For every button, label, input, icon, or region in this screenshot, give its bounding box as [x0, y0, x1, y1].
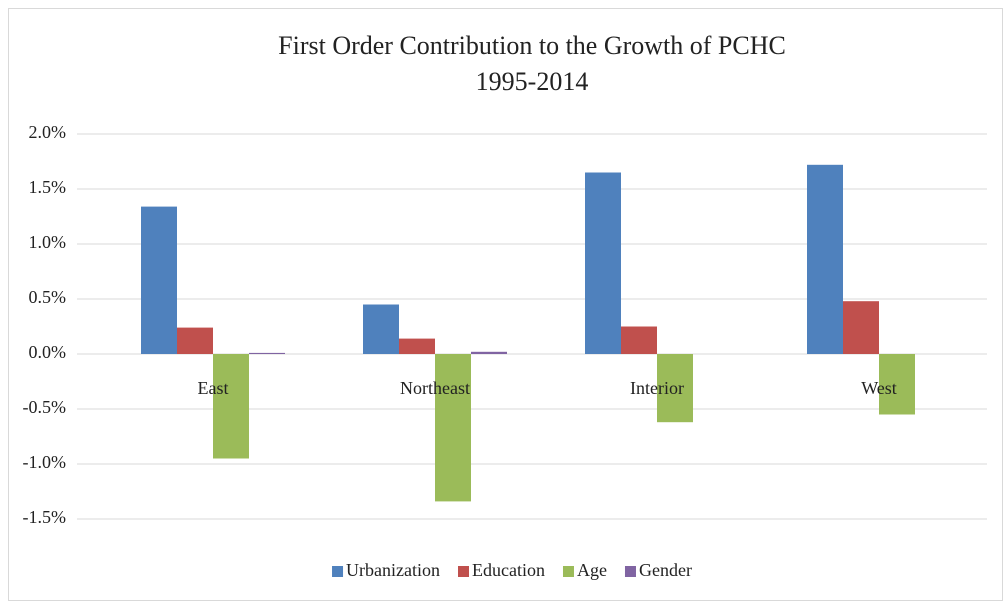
bar [657, 354, 693, 423]
bar [141, 206, 177, 354]
bar [435, 354, 471, 502]
legend-swatch [332, 566, 344, 577]
y-tick-label: -1.5% [23, 507, 67, 527]
legend-swatch [624, 566, 636, 577]
legend-swatch [458, 566, 469, 577]
legend-label: Education [472, 560, 545, 580]
bar [621, 326, 657, 354]
legend-label: Gender [639, 560, 692, 580]
legend-swatch [562, 566, 574, 577]
bar [585, 172, 621, 354]
y-tick-label: 1.0% [29, 232, 67, 252]
bar [879, 354, 915, 415]
bar [177, 327, 213, 354]
x-tick-label: Interior [630, 378, 684, 398]
y-tick-label: 1.5% [29, 177, 67, 197]
y-tick-label: -0.5% [23, 397, 67, 417]
bar [213, 354, 249, 459]
legend-label: Urbanization [346, 560, 440, 580]
bar [363, 304, 399, 354]
y-tick-label: 0.5% [29, 287, 67, 307]
legend-label: Age [577, 560, 607, 580]
bar [399, 338, 435, 354]
y-tick-label: 0.0% [29, 342, 67, 362]
y-tick-label: 2.0% [29, 122, 67, 142]
y-tick-label: -1.0% [23, 452, 67, 472]
x-tick-label: Northeast [400, 378, 470, 398]
bar [249, 352, 285, 354]
chart-subtitle: 1995-2014 [476, 67, 589, 96]
bar [471, 351, 507, 354]
chart-title: First Order Contribution to the Growth o… [278, 31, 786, 60]
bar [807, 164, 843, 354]
bar [843, 301, 879, 354]
x-tick-label: East [198, 378, 229, 398]
x-tick-label: West [861, 378, 897, 398]
